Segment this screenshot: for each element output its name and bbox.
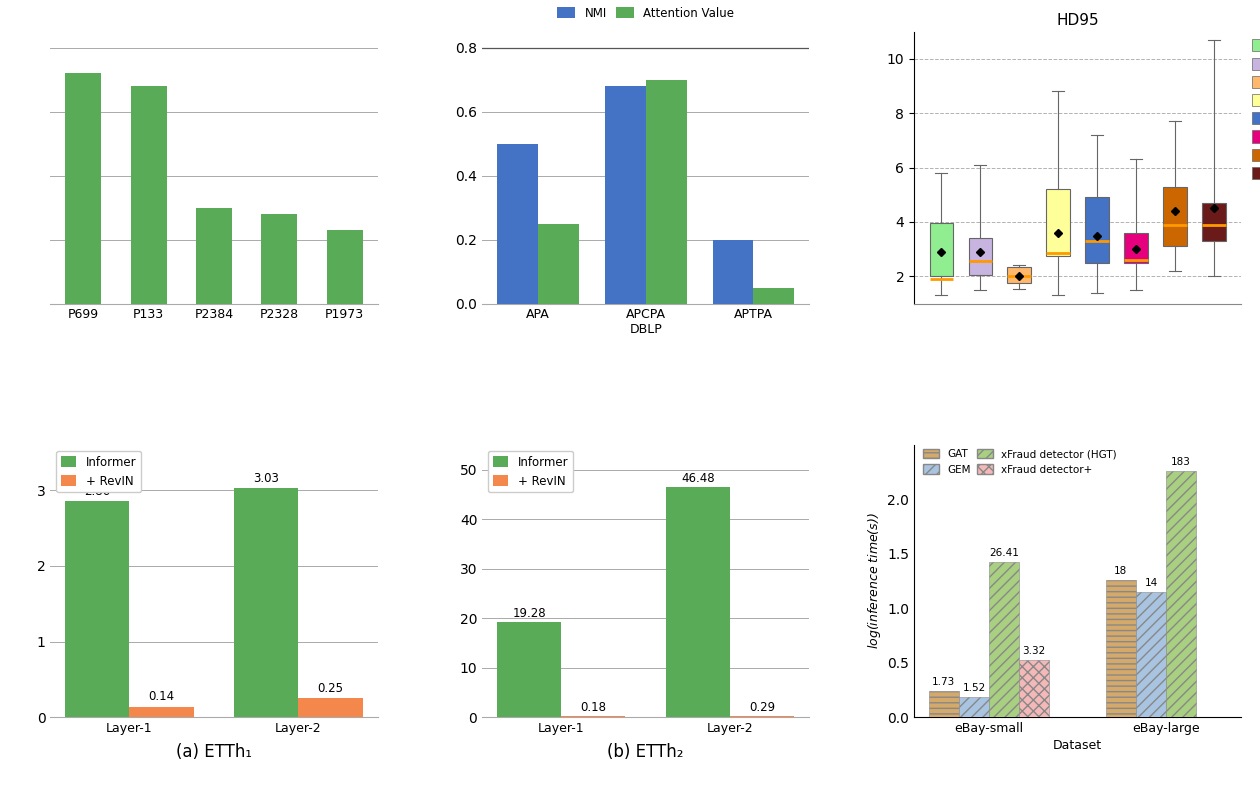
Text: 26.41: 26.41	[989, 548, 1019, 558]
Legend: Informer, + RevIN: Informer, + RevIN	[488, 451, 573, 492]
Text: 2.86: 2.86	[84, 485, 111, 498]
Bar	[496, 143, 538, 303]
Text: 1.73: 1.73	[932, 677, 955, 687]
X-axis label: (a) ETTh₁: (a) ETTh₁	[176, 743, 252, 761]
Y-axis label: $log$(inference time(s)): $log$(inference time(s))	[866, 513, 883, 649]
Bar	[496, 622, 561, 717]
Bar	[538, 224, 578, 303]
PathPatch shape	[1085, 198, 1109, 262]
Bar	[131, 86, 166, 303]
Text: 3.32: 3.32	[1023, 646, 1046, 656]
Bar	[66, 501, 130, 717]
Bar	[929, 691, 959, 717]
Text: 1.52: 1.52	[963, 683, 985, 693]
Bar	[1137, 593, 1166, 717]
Text: 3.03: 3.03	[253, 472, 280, 485]
Text: 14: 14	[1144, 578, 1158, 588]
Text: 0.25: 0.25	[318, 682, 344, 695]
Bar	[261, 214, 297, 303]
Text: 19.28: 19.28	[513, 607, 546, 619]
Bar	[645, 80, 687, 303]
Bar	[66, 73, 101, 303]
Bar	[234, 488, 299, 717]
Bar	[1166, 471, 1196, 717]
PathPatch shape	[1124, 232, 1148, 262]
Bar	[561, 716, 625, 717]
X-axis label: Dataset: Dataset	[1053, 739, 1102, 752]
Legend: M, L, B, T, U, M, U, L: M, L, B, T, U, M, U, L	[1250, 37, 1260, 181]
Bar	[197, 207, 232, 303]
Legend: Informer, + RevIN: Informer, + RevIN	[57, 451, 141, 492]
Bar	[605, 86, 645, 303]
Text: 183: 183	[1171, 456, 1191, 466]
Title: HD95: HD95	[1056, 13, 1099, 28]
Text: 46.48: 46.48	[682, 472, 714, 485]
X-axis label: (b) ETTh₂: (b) ETTh₂	[607, 743, 684, 761]
PathPatch shape	[969, 238, 992, 275]
Text: 18: 18	[1114, 566, 1128, 576]
PathPatch shape	[1202, 203, 1226, 241]
Bar	[299, 698, 363, 717]
Bar	[1106, 581, 1137, 717]
Text: 0.18: 0.18	[581, 701, 606, 714]
Text: 0.29: 0.29	[750, 701, 775, 714]
PathPatch shape	[930, 223, 953, 277]
PathPatch shape	[1163, 187, 1187, 247]
Bar	[753, 288, 795, 303]
Bar	[130, 707, 194, 717]
Bar	[989, 563, 1019, 717]
PathPatch shape	[1046, 189, 1070, 256]
PathPatch shape	[1008, 267, 1031, 283]
Text: 0.14: 0.14	[149, 690, 175, 704]
Bar	[326, 230, 363, 303]
Legend: GAT, GEM, xFraud detector (HGT), xFraud detector+: GAT, GEM, xFraud detector (HGT), xFraud …	[920, 444, 1121, 479]
Bar	[713, 240, 753, 303]
Bar	[1019, 660, 1050, 717]
Bar	[959, 697, 989, 717]
Bar	[731, 716, 795, 717]
Bar	[667, 487, 731, 717]
Legend: NMI, Attention Value: NMI, Attention Value	[553, 2, 738, 24]
